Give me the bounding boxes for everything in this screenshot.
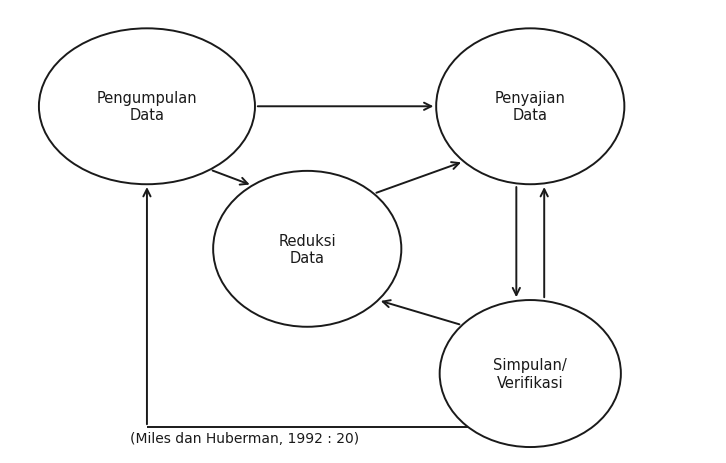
Ellipse shape: [440, 300, 621, 447]
Text: Simpulan/
Verifikasi: Simpulan/ Verifikasi: [494, 357, 567, 390]
Text: Penyajian
Data: Penyajian Data: [495, 91, 566, 123]
Text: (Miles dan Huberman, 1992 : 20): (Miles dan Huberman, 1992 : 20): [130, 431, 359, 445]
Ellipse shape: [436, 29, 624, 185]
Text: Reduksi
Data: Reduksi Data: [279, 233, 336, 265]
Text: Pengumpulan
Data: Pengumpulan Data: [97, 91, 197, 123]
Ellipse shape: [213, 171, 401, 327]
Ellipse shape: [39, 29, 255, 185]
